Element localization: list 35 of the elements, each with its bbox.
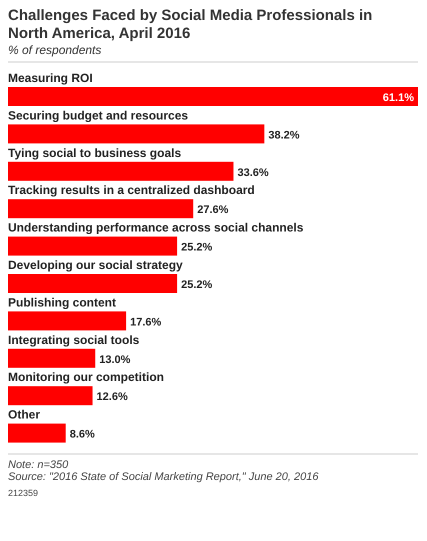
- bar: [8, 124, 264, 144]
- y-tick-label: Publishing content: [8, 295, 116, 310]
- data-label: 61.1%: [382, 92, 414, 104]
- chart-title: Challenges Faced by Social Media Professionals in North America, April 2016: [8, 7, 372, 42]
- data-label: 13.0%: [99, 354, 131, 366]
- bar: [8, 386, 93, 406]
- bar: [8, 311, 126, 330]
- y-tick-label: Measuring ROI: [8, 71, 93, 85]
- y-tick-label: Other: [8, 408, 40, 422]
- source-note: Source: "2016 State of Social Marketing Report," June 20, 2016: [8, 471, 320, 483]
- y-tick-label: Tying social to business goals: [8, 146, 182, 160]
- data-label: 33.6%: [237, 166, 269, 179]
- y-tick-label: Integrating social tools: [8, 332, 140, 347]
- data-label: 25.2%: [181, 279, 213, 291]
- data-label: 17.6%: [130, 316, 162, 328]
- y-tick-label: Securing budget and resources: [8, 108, 188, 122]
- bar: [8, 348, 96, 368]
- data-label: 12.6%: [96, 391, 128, 404]
- y-tick-label: Understanding performance across social channels: [8, 220, 304, 235]
- y-tick-label: Developing our social strategy: [8, 258, 184, 272]
- data-label: 27.6%: [197, 204, 229, 216]
- bar: [8, 424, 66, 443]
- text: 212359: [8, 488, 38, 498]
- data-label: 25.2%: [181, 242, 213, 254]
- chart-subtitle: % of respondents: [8, 43, 102, 57]
- bar: [8, 199, 194, 218]
- bar: [8, 274, 178, 293]
- data-label: 8.6%: [70, 428, 95, 441]
- bar: [8, 162, 234, 181]
- data-label: 38.2%: [268, 129, 300, 142]
- bar: [8, 87, 418, 106]
- text: Note: n=350: [8, 459, 70, 471]
- y-tick-label: Monitoring our competition: [8, 370, 164, 384]
- bar: [8, 236, 178, 256]
- y-tick-label: Tracking results in a centralized dashboard: [8, 183, 255, 198]
